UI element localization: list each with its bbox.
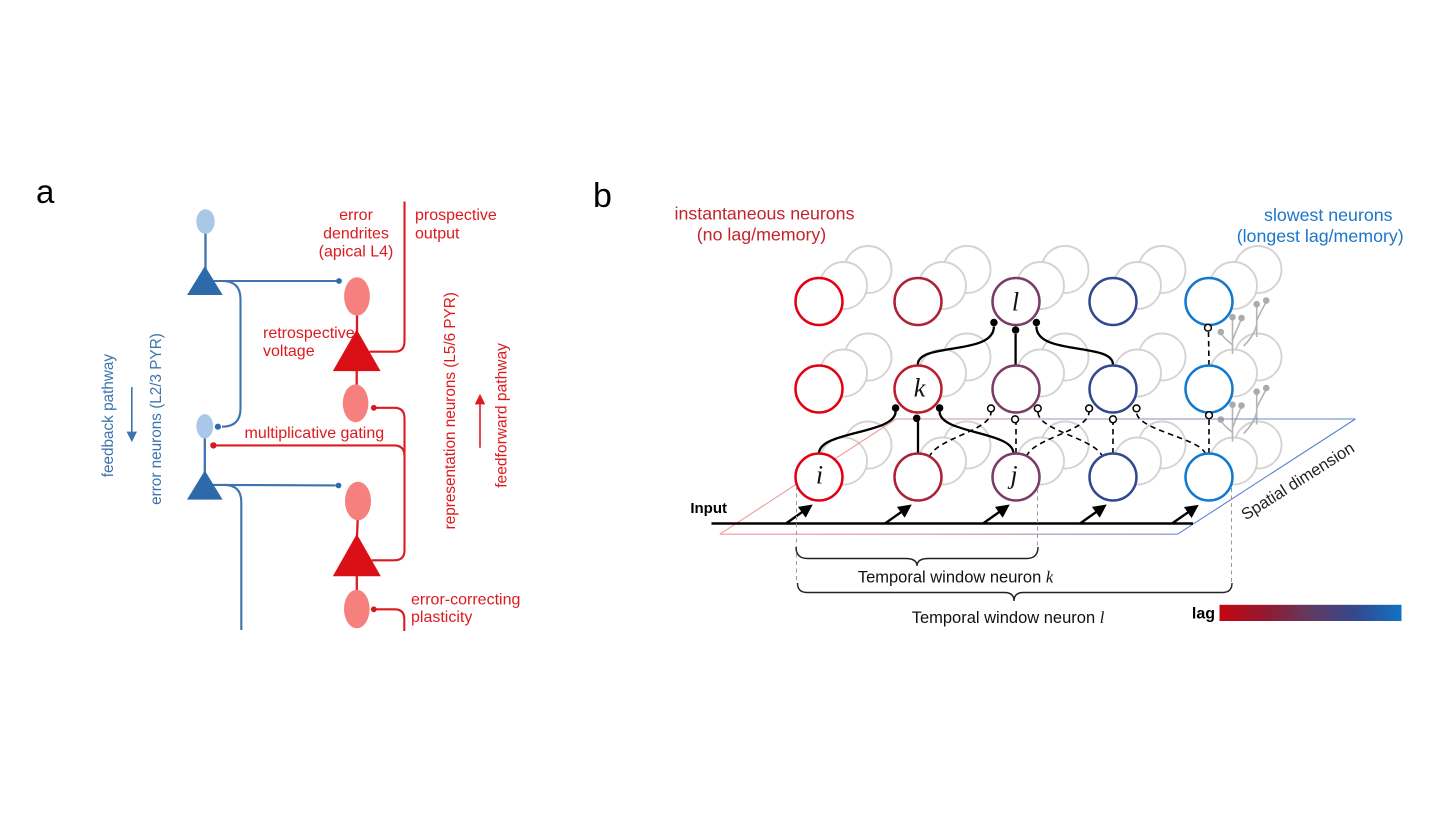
svg-text:error: error bbox=[339, 207, 373, 224]
svg-text:plasticity: plasticity bbox=[411, 609, 472, 626]
svg-text:a: a bbox=[36, 173, 55, 210]
svg-text:output: output bbox=[415, 225, 460, 242]
svg-text:representation neurons (L5/6 P: representation neurons (L5/6 PYR) bbox=[442, 292, 459, 529]
svg-text:(longest lag/memory): (longest lag/memory) bbox=[1237, 226, 1404, 246]
svg-text:Temporal window neuron k: Temporal window neuron k bbox=[858, 568, 1054, 587]
svg-text:(apical L4): (apical L4) bbox=[319, 244, 394, 261]
svg-text:j: j bbox=[1007, 461, 1017, 490]
svg-text:prospective: prospective bbox=[415, 207, 497, 224]
svg-text:l: l bbox=[1012, 288, 1019, 317]
svg-text:multiplicative gating: multiplicative gating bbox=[245, 425, 385, 442]
svg-text:retrospective: retrospective bbox=[263, 325, 355, 342]
svg-text:lag: lag bbox=[1192, 606, 1215, 623]
svg-text:(no lag/memory): (no lag/memory) bbox=[697, 225, 826, 245]
svg-text:k: k bbox=[914, 374, 926, 403]
svg-text:voltage: voltage bbox=[263, 343, 315, 360]
svg-text:dendrites: dendrites bbox=[323, 225, 389, 242]
svg-text:b: b bbox=[593, 177, 612, 215]
svg-text:Temporal window neuron l: Temporal window neuron l bbox=[912, 608, 1105, 627]
svg-text:instantaneous neurons: instantaneous neurons bbox=[675, 203, 855, 223]
svg-text:feedforward pathway: feedforward pathway bbox=[494, 343, 511, 488]
svg-text:feedback pathway: feedback pathway bbox=[100, 354, 117, 478]
svg-text:slowest neurons: slowest neurons bbox=[1264, 205, 1393, 225]
svg-text:Input: Input bbox=[690, 500, 727, 517]
svg-text:error-correcting: error-correcting bbox=[411, 592, 520, 609]
svg-text:error neurons (L2/3 PYR): error neurons (L2/3 PYR) bbox=[148, 333, 165, 505]
svg-text:i: i bbox=[816, 461, 823, 490]
